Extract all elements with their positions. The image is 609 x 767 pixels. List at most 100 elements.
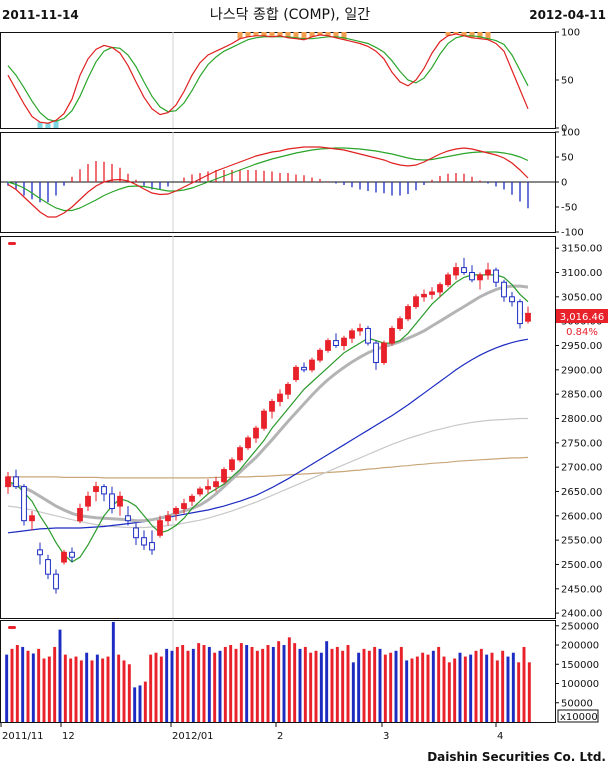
- volume-bar: [389, 652, 393, 722]
- candle-body: [253, 427, 259, 439]
- candle-body: [277, 393, 283, 402]
- y-tick-label: 0: [561, 124, 567, 135]
- candle-body: [397, 318, 403, 329]
- volume-bar: [138, 685, 142, 722]
- candle-body: [213, 481, 219, 488]
- volume-bar: [325, 641, 329, 722]
- volume-bar: [5, 654, 9, 722]
- y-tick-label: 0: [561, 178, 567, 189]
- candle-body: [197, 488, 203, 495]
- chart-title: 나스닥 종합 (COMP), 일간: [210, 7, 370, 23]
- volume-bar: [207, 646, 211, 722]
- volume-bar: [85, 652, 89, 722]
- candle-body: [293, 366, 299, 381]
- overbought-fill: [317, 32, 323, 35]
- panel-border: [0, 32, 556, 129]
- candle-body: [333, 340, 339, 346]
- overbought-fill: [253, 32, 259, 36]
- x-tick-label: 4: [497, 731, 503, 742]
- candle-body: [325, 340, 331, 351]
- overbought-fill: [333, 32, 339, 38]
- volume-bar: [127, 664, 131, 722]
- y-tick-label: 100000: [561, 679, 599, 690]
- y-tick-label: 150000: [561, 660, 599, 671]
- volume-bar: [42, 658, 46, 722]
- stoch-d-line: [7, 35, 529, 122]
- candle-body: [29, 515, 35, 522]
- ma-line-ma120: [7, 417, 528, 529]
- volume-bar: [149, 654, 153, 722]
- volume-bar: [191, 648, 195, 722]
- volume-bar: [485, 654, 489, 722]
- candle-body: [285, 383, 291, 395]
- candle-body: [205, 486, 211, 490]
- candle-body: [157, 520, 163, 536]
- volume-bar: [367, 650, 371, 722]
- candle-body: [221, 469, 227, 483]
- footer-brand: Daishin Securities Co. Ltd.: [427, 750, 606, 764]
- x-tick-label: 2: [277, 731, 283, 742]
- volume-bar: [245, 645, 249, 722]
- candle-body: [101, 486, 107, 495]
- volume-bar: [277, 641, 281, 722]
- volume-panel: 250000 200000 150000 100000 50000: [0, 620, 599, 723]
- volume-bar: [453, 658, 457, 722]
- y-tick-label: 2400.00: [561, 609, 602, 620]
- volume-bar: [106, 656, 110, 722]
- y-tick-label: 3150.00: [561, 244, 602, 255]
- overbought-fill: [309, 32, 315, 37]
- volume-bar: [15, 645, 19, 722]
- volume-bar: [522, 646, 526, 722]
- overbought-fill: [485, 32, 491, 40]
- candle-body: [469, 271, 475, 281]
- ma-line-ma5: [7, 274, 529, 563]
- y-tick-label: 2650.00: [561, 487, 602, 498]
- volume-bar: [346, 645, 350, 722]
- volume-bar: [271, 646, 275, 722]
- volume-bar: [298, 648, 302, 722]
- candle-body: [13, 476, 19, 488]
- volume-bar: [218, 650, 222, 722]
- overbought-fill: [461, 32, 467, 36]
- candle-body: [453, 267, 459, 276]
- candle-body: [501, 281, 507, 298]
- candle-body: [245, 437, 251, 449]
- volume-bar: [474, 650, 478, 722]
- x-tick-label: 2012/01: [172, 731, 214, 742]
- y-tick-label: 2600.00: [561, 511, 602, 522]
- overbought-fill: [285, 32, 291, 38]
- stochastic-panel: 0 50 100: [0, 28, 580, 135]
- volume-bar: [213, 652, 217, 722]
- change-percent-label: 0.84%: [566, 327, 598, 338]
- price-panel: 2400.00 2450.00 2500.00 2550.00 2600.00 2650.…: [0, 236, 602, 620]
- volume-bar: [511, 652, 515, 722]
- volume-bar: [10, 648, 14, 722]
- volume-bar: [447, 662, 451, 722]
- volume-bar: [117, 654, 121, 722]
- volume-bar: [303, 646, 307, 722]
- candle-body: [413, 296, 419, 308]
- panel-border: [0, 620, 556, 723]
- candle-body: [517, 301, 523, 325]
- volume-bar: [378, 648, 382, 722]
- candle-body: [421, 293, 427, 298]
- overbought-fill: [341, 32, 347, 40]
- volume-bar: [405, 660, 409, 722]
- volume-bar: [442, 656, 446, 722]
- candle-body: [93, 486, 99, 492]
- candle-body: [261, 410, 267, 429]
- volume-bar: [293, 643, 297, 722]
- candle-body: [173, 508, 179, 514]
- volume-bar: [330, 648, 334, 722]
- y-tick-label: 2500.00: [561, 560, 602, 571]
- volume-bar: [229, 645, 233, 722]
- volume-unit-box: [557, 709, 599, 723]
- x-tick-label: 2011/11: [2, 731, 44, 742]
- last-price-badge: [556, 309, 608, 323]
- volume-bar: [154, 652, 158, 722]
- y-tick-label: 50: [561, 153, 574, 164]
- volume-bar: [421, 652, 425, 722]
- overbought-fill: [269, 32, 275, 37]
- candle-body: [181, 503, 187, 510]
- volume-bar: [399, 646, 403, 722]
